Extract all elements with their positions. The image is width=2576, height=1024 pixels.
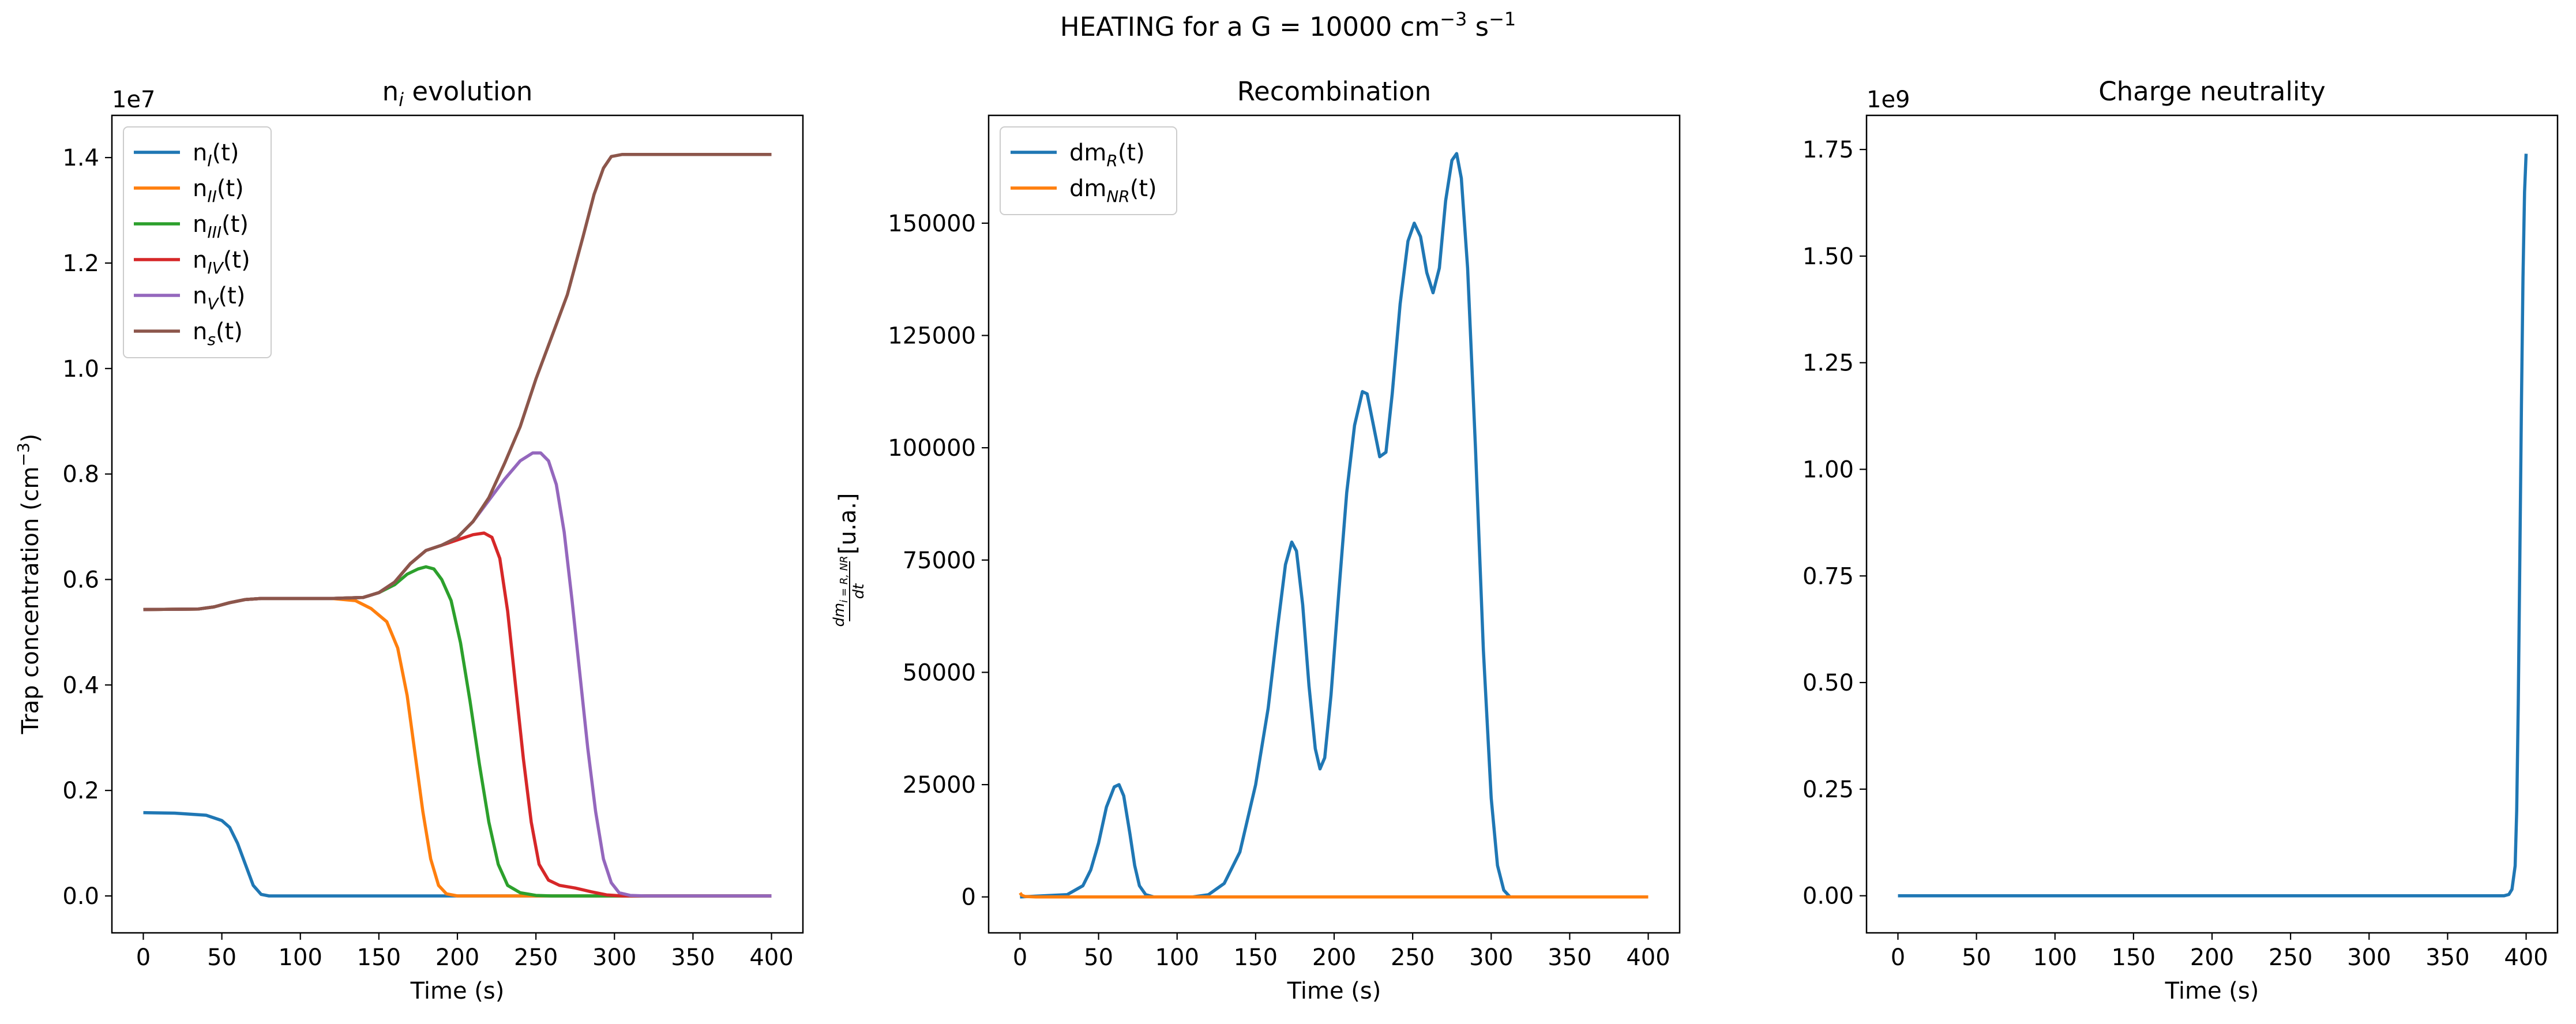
y-tick-label: 1.50 <box>1803 243 1854 270</box>
y-tick-label: 0.00 <box>1803 883 1854 910</box>
y-tick-label: 0.2 <box>62 778 99 804</box>
x-tick-label: 0 <box>1891 944 1905 971</box>
series-line-0 <box>1020 152 1649 899</box>
legend-label: nIII(t) <box>193 211 249 242</box>
y-axis-label: Trap concentration (cm−3) <box>14 434 44 735</box>
legend-label: nI(t) <box>193 140 239 170</box>
x-tick-label: 350 <box>2425 944 2469 971</box>
x-tick-label: 300 <box>592 944 636 971</box>
x-tick-label: 300 <box>1469 944 1513 971</box>
x-tick-label: 50 <box>207 944 236 971</box>
x-tick-label: 250 <box>1391 944 1435 971</box>
x-axis-label: Time (s) <box>1287 978 1381 1004</box>
x-tick-label: 400 <box>2504 944 2548 971</box>
x-tick-label: 200 <box>1312 944 1356 971</box>
series-group <box>1019 152 1649 899</box>
y-tick-label: 150000 <box>888 211 976 237</box>
svg-text:[u.a.]: [u.a.] <box>835 493 861 554</box>
x-tick-label: 100 <box>1155 944 1199 971</box>
y-tick-label: 25000 <box>903 772 976 798</box>
x-axis-label: Time (s) <box>410 978 505 1004</box>
legend-label: dmNR(t) <box>1069 175 1157 206</box>
y-tick-label: 0.6 <box>62 567 99 593</box>
x-tick-label: 150 <box>1234 944 1278 971</box>
x-tick-label: 0 <box>1013 944 1027 971</box>
x-tick-label: 250 <box>2269 944 2312 971</box>
figure-title: HEATING for a G = 10000 cm−3 s−1 <box>1060 8 1516 42</box>
legend: dmR(t) dmNR(t) <box>1000 126 1177 215</box>
legend-label: nIV(t) <box>193 247 250 277</box>
y-tick-label: 1.2 <box>62 250 99 277</box>
x-tick-label: 350 <box>1548 944 1591 971</box>
legend-label: ns(t) <box>193 318 243 349</box>
y-tick-label: 0.25 <box>1803 777 1854 803</box>
y-tick-label: 1.25 <box>1803 350 1854 377</box>
series-group <box>1898 153 2528 898</box>
y-tick-label: 1.75 <box>1803 137 1854 163</box>
x-tick-label: 150 <box>357 944 401 971</box>
panel-title: ni evolution <box>382 76 533 111</box>
svg-text:dmi = R, NR: dmi = R, NR <box>831 556 850 627</box>
x-tick-label: 150 <box>2112 944 2156 971</box>
y-tick-label: 1.4 <box>62 145 99 171</box>
chart-panel-ni-evolution: ni evolution Trap concentration (cm−3) 0… <box>14 76 804 1004</box>
legend-label: dmR(t) <box>1069 140 1145 170</box>
series-line-0 <box>1898 153 2528 898</box>
x-tick-label: 300 <box>2347 944 2391 971</box>
chart-panel-recombination: dmi = R, NR dt [u.a.] Recombination 0 50 10… <box>831 76 1681 1004</box>
x-tick-label: 0 <box>136 944 151 971</box>
x-tick-label: 350 <box>671 944 715 971</box>
panel-title: Recombination <box>1237 76 1431 107</box>
x-tick-label: 200 <box>2190 944 2234 971</box>
y-tick-label: 100000 <box>888 435 976 462</box>
legend-label: nII(t) <box>193 175 244 206</box>
axis-offset-text: 1e9 <box>1867 87 1910 113</box>
series-line-1 <box>1019 892 1649 899</box>
series-line-5 <box>143 152 772 612</box>
y-tick-label: 1.00 <box>1803 457 1854 483</box>
y-tick-label: 0.8 <box>62 462 99 488</box>
chart-panel-charge-neutrality: Charge neutrality 0 50 100 150 200 250 300 350 40… <box>1803 76 2559 1004</box>
series-group <box>143 152 772 898</box>
svg-text:dt: dt <box>850 583 868 599</box>
y-tick-label: 0 <box>962 884 976 911</box>
x-tick-label: 100 <box>2033 944 2077 971</box>
y-tick-label: 0.75 <box>1803 563 1854 590</box>
y-tick-label: 0.4 <box>62 672 99 699</box>
y-tick-label: 0.0 <box>62 883 99 910</box>
x-axis-label: Time (s) <box>2165 978 2259 1004</box>
panel-title: Charge neutrality <box>2098 76 2326 107</box>
legend-label: nV(t) <box>193 283 245 313</box>
y-tick-label: 50000 <box>903 659 976 686</box>
y-tick-label: 125000 <box>888 323 976 350</box>
legend-frame <box>1000 126 1177 215</box>
legend: nI(t) nII(t) nIII(t) nIV(t) nV(t) ns(t) <box>123 126 272 358</box>
x-tick-label: 400 <box>1626 944 1670 971</box>
x-tick-label: 250 <box>514 944 558 971</box>
axis-offset-text: 1e7 <box>112 87 156 113</box>
y-tick-label: 75000 <box>903 547 976 574</box>
x-tick-label: 50 <box>1084 944 1113 971</box>
x-tick-label: 200 <box>435 944 479 971</box>
y-tick-label: 1.0 <box>62 356 99 382</box>
y-tick-label: 0.50 <box>1803 670 1854 696</box>
x-tick-label: 100 <box>279 944 322 971</box>
legend-frame <box>123 126 272 358</box>
x-tick-label: 50 <box>1962 944 1991 971</box>
series-line-0 <box>143 811 772 898</box>
x-tick-label: 400 <box>749 944 793 971</box>
y-axis-label: dmi = R, NR dt [u.a.] <box>831 493 868 627</box>
